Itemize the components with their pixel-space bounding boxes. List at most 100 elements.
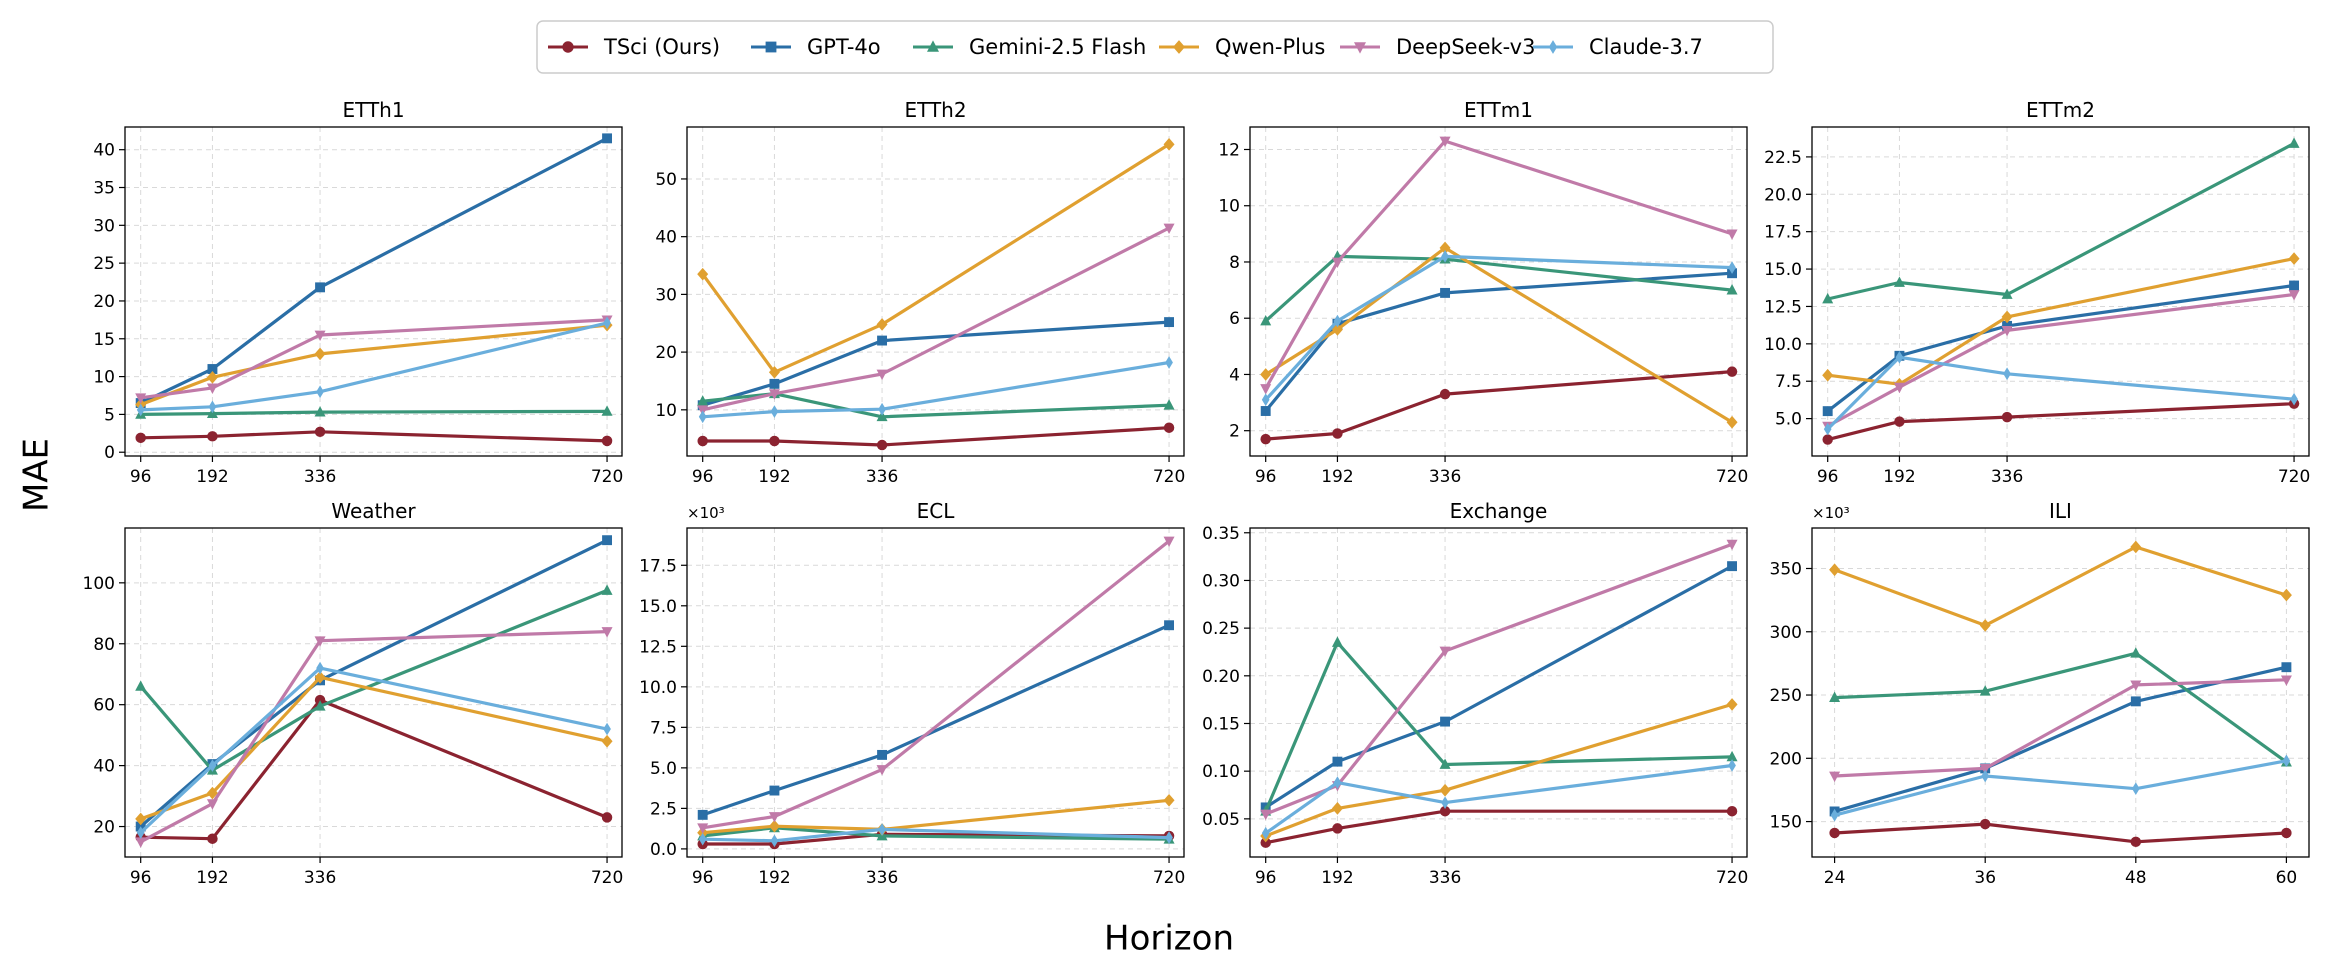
series-claude-3-7	[698, 823, 1173, 848]
series-line	[1265, 370, 1733, 441]
panel-title: ECL	[917, 499, 956, 523]
data-point	[2001, 411, 2013, 423]
data-point	[2288, 290, 2300, 301]
data-point	[1979, 818, 1991, 830]
data-point	[768, 819, 780, 833]
plot-frame	[686, 527, 1185, 858]
data-point	[1979, 685, 1991, 696]
series-deepseek-v3	[1822, 290, 2300, 433]
legend-marker	[1548, 40, 1558, 54]
data-point	[602, 535, 613, 546]
series-line	[1264, 246, 1733, 424]
data-point	[1261, 393, 1270, 407]
legend: TSci (Ours) GPT-4o Gemini-2.5 Flash Qwen-Pl…	[536, 20, 1774, 74]
data-point	[1727, 561, 1738, 572]
series-line	[139, 630, 608, 844]
y-tick-label: 8	[1229, 253, 1240, 273]
data-point	[1822, 292, 1834, 304]
y-tick-label: 0.20	[1202, 667, 1240, 687]
y-tick-label: 50	[655, 170, 677, 190]
data-point	[768, 389, 780, 400]
data-point	[2001, 310, 2013, 324]
panel-ili: 24 36 48 60 150 200 250 300 350 ILI ×10³	[1770, 499, 2310, 888]
data-point	[1726, 415, 1738, 429]
data-point	[2130, 836, 2142, 848]
data-point	[316, 661, 324, 675]
series-claude-3-7	[136, 316, 611, 417]
series-line	[702, 392, 1170, 419]
data-point	[2281, 827, 2292, 839]
series-line	[140, 323, 608, 407]
series-line	[1264, 254, 1733, 323]
data-point	[2289, 280, 2300, 291]
data-point	[135, 432, 146, 444]
x-tick-label: 192	[758, 868, 790, 888]
data-point	[1164, 317, 1175, 328]
series-line	[1834, 759, 2287, 817]
data-point	[1165, 831, 1173, 844]
panel-etth1: 96 192 336 720 0 5 10 15 20 25 30 35 40 ETTh1	[93, 98, 623, 487]
y-tick-label: 0	[104, 443, 115, 463]
series-deepseek-v3	[1260, 539, 1738, 821]
x-tick-label: 192	[1321, 467, 1353, 487]
y-tick-label: 5.0	[1775, 410, 1802, 430]
data-point	[1726, 229, 1738, 240]
panel-title: Exchange	[1450, 499, 1548, 523]
legend-frame	[536, 20, 1774, 74]
y-tick-label: 0.30	[1202, 571, 1240, 591]
data-point	[769, 378, 780, 389]
y-tick-label: 200	[1770, 749, 1802, 769]
data-point	[1260, 433, 1271, 445]
data-point	[769, 435, 780, 447]
legend-label: GPT-4o	[807, 35, 881, 59]
data-point	[1260, 368, 1272, 381]
legend-marker	[1173, 40, 1185, 54]
y-multiplier-label: ×10³	[1812, 504, 1850, 522]
y-tick-label: 0.25	[1202, 619, 1240, 639]
data-point	[206, 786, 218, 800]
figure-xlabel: Horizon	[1104, 919, 1234, 959]
data-point	[1439, 241, 1451, 255]
series-gpt-4o	[697, 620, 1175, 820]
x-tick-label: 96	[692, 868, 714, 888]
data-point	[2130, 540, 2142, 554]
y-tick-label: 15	[93, 330, 115, 350]
data-point	[1439, 136, 1451, 148]
data-point	[206, 371, 218, 384]
data-point	[878, 402, 886, 416]
x-tick-label: 336	[1991, 467, 2023, 487]
y-tick-label: 30	[93, 216, 115, 236]
data-point	[1439, 388, 1451, 400]
data-point	[135, 837, 147, 848]
data-point	[698, 410, 707, 424]
series-tsci-ours	[135, 426, 613, 447]
y-tick-label: 15.0	[639, 597, 677, 617]
data-point	[768, 812, 780, 823]
data-point	[601, 812, 613, 823]
x-tick-label: 96	[692, 467, 714, 487]
data-point	[1441, 250, 1449, 263]
x-tick-label: 60	[2276, 868, 2298, 888]
data-point	[208, 759, 217, 772]
panel-ettm1: 96 192 336 720 2 4 6 8 10 12 ETTm1	[1218, 98, 1748, 487]
plot-frame	[1811, 527, 2310, 858]
y-tick-label: 150	[1770, 813, 1802, 833]
series-tsci-ours	[697, 422, 1175, 451]
x-tick-label: 48	[2125, 868, 2147, 888]
panel-title: ILI	[2049, 499, 2072, 523]
data-point	[603, 722, 611, 736]
series-qwen-plus	[1822, 252, 2300, 391]
data-point	[1726, 366, 1738, 377]
legend-label: DeepSeek-v3	[1396, 35, 1535, 59]
y-tick-label: 5	[104, 405, 115, 425]
plot-frame	[1249, 527, 1748, 858]
series-line	[702, 426, 1170, 447]
series-deepseek-v3	[697, 223, 1175, 416]
series-qwen-plus	[1260, 698, 1738, 843]
x-tick-label: 720	[1716, 868, 1748, 888]
data-point	[1332, 756, 1343, 767]
series-line	[1264, 763, 1733, 835]
series-gemini-2-5-flash	[1822, 137, 2300, 304]
data-point	[1726, 284, 1738, 295]
series-gemini-2-5-flash	[697, 387, 1175, 422]
